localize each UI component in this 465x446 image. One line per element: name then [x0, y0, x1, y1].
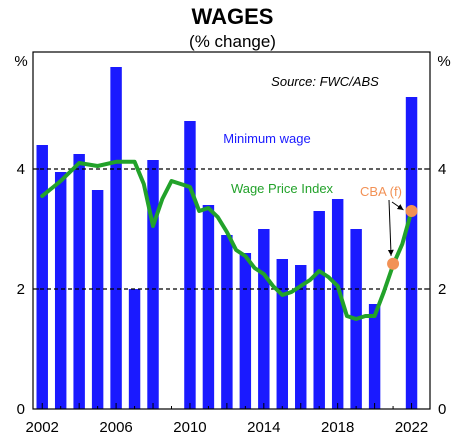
- wage-price-index-label: Wage Price Index: [231, 181, 334, 196]
- x-tick-label-2002: 2002: [26, 419, 59, 436]
- bar-2014: [258, 229, 270, 409]
- chart-subtitle: (% change): [189, 32, 276, 51]
- bar-2011: [202, 205, 215, 409]
- minimum-wage-label: Minimum wage: [223, 131, 310, 146]
- bars-layer: [36, 67, 418, 409]
- line-layer: [40, 159, 414, 321]
- bar-2015: [276, 259, 289, 409]
- bar-2004: [73, 154, 85, 409]
- left-unit-label: %: [14, 53, 27, 70]
- reference-lines: [33, 168, 430, 290]
- forecast-arrow-1: [387, 199, 394, 256]
- chart-title: WAGES: [191, 4, 274, 29]
- y-tick-label-right-4: 4: [438, 161, 446, 178]
- label-layer: Source: FWC/ABS Minimum wage Wage Price In…: [223, 74, 404, 256]
- bar-2020: [368, 304, 381, 409]
- bar-2006: [110, 67, 122, 409]
- y-tick-label-left-0: 0: [17, 401, 25, 418]
- bar-2013: [239, 253, 252, 409]
- x-tick-label-2014: 2014: [247, 419, 280, 436]
- bar-2005: [91, 190, 104, 409]
- plot-frame: [32, 51, 431, 410]
- forecast-point-1: [387, 257, 400, 270]
- cba-forecast-label: CBA (f): [360, 184, 402, 199]
- x-tick-label-2022: 2022: [395, 419, 428, 436]
- bar-2008: [147, 160, 159, 409]
- wage-price-index-line: [40, 159, 414, 321]
- bar-2003: [54, 172, 67, 409]
- bar-2017: [313, 211, 325, 409]
- axis-layer: 0 0 2 2 4 4 2002 2006 2010 2014 2018 2022%%: [14, 51, 451, 436]
- bar-2010: [184, 121, 196, 409]
- bar-2016: [295, 265, 307, 409]
- x-tick-label-2006: 2006: [99, 419, 132, 436]
- bar-2022: [405, 97, 418, 409]
- forecast-point-2: [405, 205, 418, 217]
- y-tick-label-left-2: 2: [17, 281, 25, 298]
- x-tick-label-2018: 2018: [321, 419, 354, 436]
- forecast-layer: [387, 205, 418, 270]
- bar-2002: [36, 145, 48, 409]
- source-label: Source: FWC/ABS: [271, 74, 379, 89]
- bar-2007: [128, 289, 141, 409]
- y-tick-label-right-0: 0: [438, 401, 446, 418]
- y-tick-label-left-4: 4: [17, 161, 25, 178]
- x-tick-label-2010: 2010: [173, 419, 206, 436]
- right-unit-label: %: [437, 53, 450, 70]
- y-tick-label-right-2: 2: [438, 281, 446, 298]
- bar-2012: [221, 235, 233, 409]
- forecast-arrow-2: [391, 201, 404, 211]
- bar-2018: [331, 199, 344, 409]
